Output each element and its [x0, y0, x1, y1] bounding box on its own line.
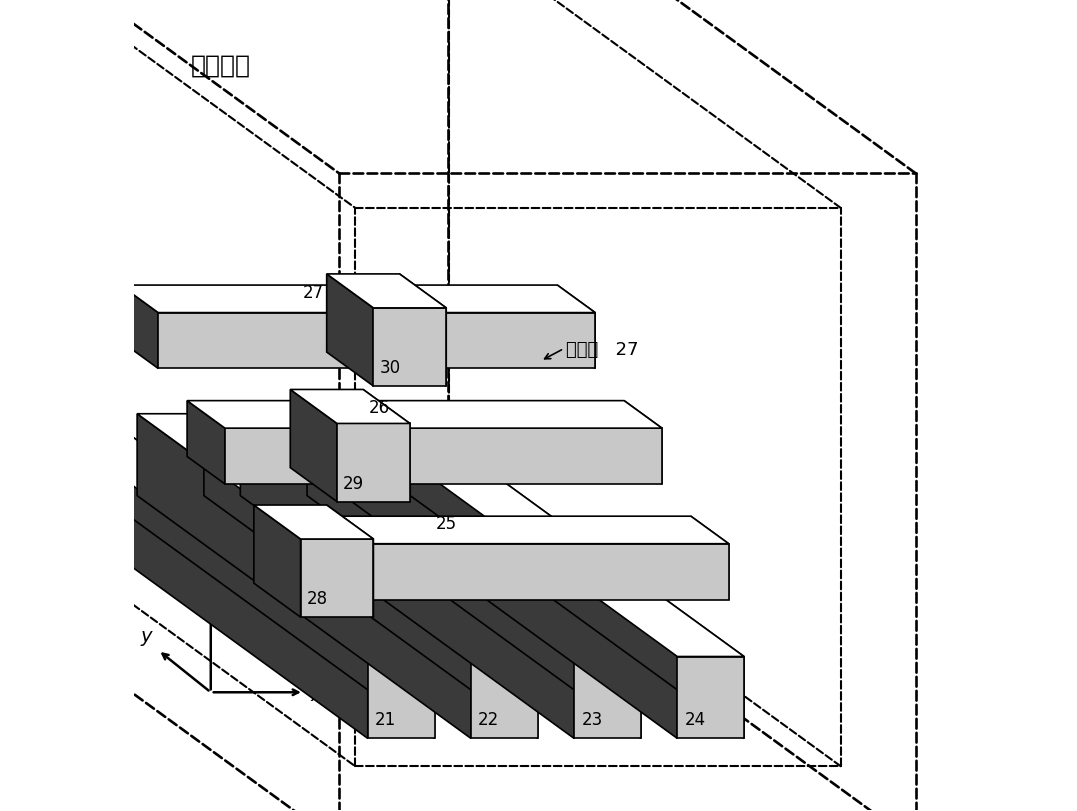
Polygon shape — [471, 657, 537, 739]
Polygon shape — [291, 390, 410, 424]
Polygon shape — [187, 401, 662, 429]
Polygon shape — [574, 657, 641, 739]
Polygon shape — [137, 414, 471, 739]
Polygon shape — [307, 414, 641, 739]
Polygon shape — [677, 657, 744, 739]
Text: 21: 21 — [375, 710, 396, 727]
Polygon shape — [225, 429, 662, 484]
Polygon shape — [34, 414, 367, 739]
Text: 27: 27 — [303, 283, 323, 301]
Polygon shape — [300, 539, 374, 617]
Polygon shape — [34, 414, 434, 657]
Polygon shape — [326, 505, 374, 617]
Polygon shape — [292, 544, 729, 600]
Polygon shape — [240, 414, 641, 657]
Text: 22: 22 — [478, 710, 500, 727]
Polygon shape — [344, 414, 677, 739]
Polygon shape — [254, 505, 300, 617]
Polygon shape — [137, 414, 537, 657]
Polygon shape — [291, 390, 337, 502]
Polygon shape — [690, 517, 729, 600]
Text: 30: 30 — [379, 358, 401, 376]
Polygon shape — [400, 275, 446, 387]
Text: y: y — [140, 627, 152, 646]
Polygon shape — [121, 285, 158, 369]
Text: 29: 29 — [344, 474, 364, 492]
Text: 28: 28 — [307, 590, 327, 607]
Polygon shape — [254, 517, 729, 544]
Polygon shape — [624, 401, 662, 484]
Polygon shape — [557, 285, 596, 369]
Text: z: z — [194, 571, 205, 590]
Text: 26: 26 — [369, 399, 390, 417]
Polygon shape — [374, 308, 446, 387]
Polygon shape — [337, 424, 410, 502]
Polygon shape — [367, 657, 434, 739]
Polygon shape — [101, 414, 434, 739]
Text: 仿真空间: 仿真空间 — [191, 54, 251, 78]
Text: 24: 24 — [685, 710, 705, 727]
Polygon shape — [254, 505, 374, 539]
Polygon shape — [344, 414, 744, 657]
Polygon shape — [158, 313, 596, 369]
Polygon shape — [204, 414, 537, 739]
Polygon shape — [254, 517, 292, 600]
Polygon shape — [187, 401, 225, 484]
Polygon shape — [363, 390, 410, 502]
Polygon shape — [326, 275, 374, 387]
Polygon shape — [240, 414, 574, 739]
Text: x: x — [310, 685, 322, 705]
Text: 23: 23 — [582, 710, 603, 727]
Polygon shape — [121, 285, 596, 313]
Polygon shape — [326, 275, 446, 308]
Text: 25: 25 — [436, 514, 457, 532]
Text: 导体块   27: 导体块 27 — [565, 340, 638, 358]
Polygon shape — [410, 414, 744, 739]
